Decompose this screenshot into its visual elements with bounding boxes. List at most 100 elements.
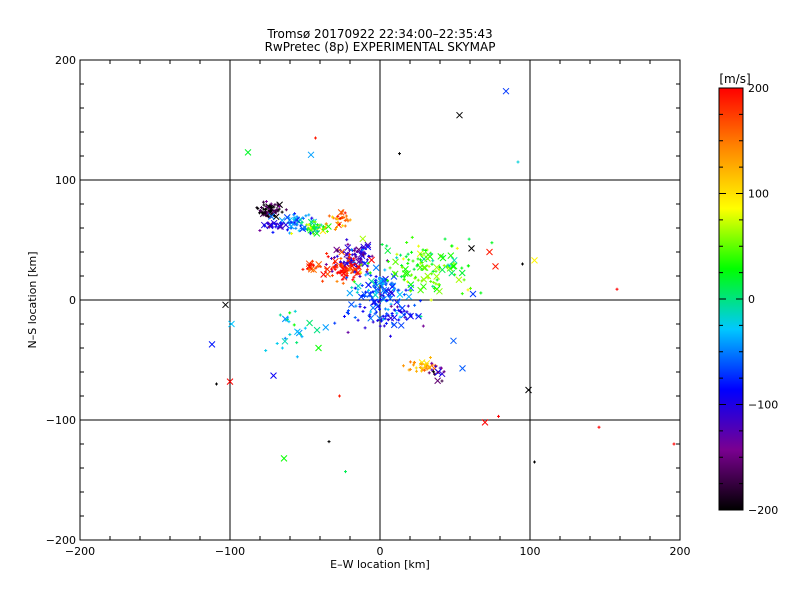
data-point-plus — [430, 262, 434, 266]
data-point-plus — [365, 258, 369, 262]
data-point-plus — [311, 263, 315, 267]
data-point-plus — [381, 297, 385, 301]
data-point-plus — [324, 225, 328, 229]
data-point-x — [424, 251, 432, 259]
data-point-plus — [406, 261, 410, 265]
data-point-plus — [315, 229, 319, 233]
data-point-plus — [346, 251, 350, 255]
data-point-x — [226, 378, 234, 385]
data-point-plus — [358, 274, 362, 278]
data-point-plus — [405, 241, 409, 245]
data-point-plus — [284, 208, 288, 212]
data-point-plus — [352, 249, 356, 253]
data-point-x — [280, 455, 288, 462]
data-point-plus — [336, 214, 340, 218]
data-point-plus — [597, 425, 601, 429]
data-point-plus — [436, 283, 440, 287]
x-tick-label: 200 — [670, 545, 691, 558]
data-point-plus — [412, 361, 416, 365]
data-point-plus — [416, 263, 420, 267]
data-point-plus — [407, 258, 411, 262]
data-point-plus — [345, 217, 349, 221]
data-point-plus — [303, 326, 307, 330]
data-point-plus — [376, 300, 380, 304]
data-point-plus — [215, 382, 218, 386]
data-point-x — [434, 377, 441, 385]
data-point-plus — [264, 349, 268, 353]
data-point-x — [469, 290, 477, 298]
data-point-plus — [301, 216, 305, 220]
data-point-plus — [431, 269, 435, 273]
data-point-x — [392, 258, 399, 266]
data-point-plus — [414, 275, 418, 279]
y-tick-label: 200 — [55, 54, 76, 67]
data-point-plus — [274, 225, 278, 229]
data-point-plus — [269, 202, 273, 206]
data-point-plus — [402, 309, 406, 313]
data-point-plus — [310, 228, 314, 232]
data-point-plus — [395, 305, 399, 309]
data-point-plus — [427, 264, 431, 268]
data-point-plus — [279, 221, 283, 225]
data-point-x — [369, 304, 377, 312]
data-point-plus — [299, 226, 303, 230]
data-point-plus — [386, 278, 390, 282]
data-point-plus — [378, 324, 382, 328]
data-point-plus — [344, 470, 347, 474]
data-point-plus — [273, 203, 277, 207]
data-point-plus — [398, 315, 402, 319]
data-point-plus — [377, 288, 381, 292]
data-point-x — [456, 111, 463, 119]
y-axis-label: N–S location [km] — [26, 251, 39, 348]
data-point-plus — [443, 237, 447, 241]
data-point-plus — [417, 244, 421, 248]
data-point-plus — [318, 223, 322, 227]
data-point-plus — [292, 213, 296, 217]
data-point-plus — [338, 394, 341, 398]
data-point-plus — [301, 267, 305, 271]
data-point-plus — [460, 292, 464, 296]
data-point-plus — [413, 303, 417, 307]
data-point-plus — [348, 252, 352, 256]
data-point-plus — [429, 298, 433, 302]
data-point-plus — [411, 259, 415, 263]
data-point-plus — [368, 314, 372, 318]
data-point-plus — [369, 310, 373, 314]
data-point-x — [323, 265, 331, 273]
data-point-plus — [354, 304, 358, 308]
data-point-plus — [264, 200, 268, 204]
data-point-plus — [307, 267, 311, 271]
data-point-x — [437, 253, 445, 260]
data-point-plus — [261, 200, 265, 204]
data-point-x — [310, 266, 318, 274]
data-point-plus — [352, 280, 356, 284]
data-point-plus — [429, 279, 433, 283]
data-point-x — [433, 264, 441, 271]
data-point-plus — [415, 369, 419, 373]
data-point-plus — [399, 275, 403, 279]
data-point-plus — [367, 288, 371, 292]
data-point-plus — [276, 209, 280, 213]
data-point-plus — [310, 216, 314, 220]
data-point-plus — [516, 160, 520, 164]
data-point-plus — [326, 255, 330, 259]
data-point-plus — [348, 268, 352, 272]
data-point-plus — [479, 291, 483, 295]
data-point-plus — [349, 258, 353, 262]
data-point-plus — [352, 275, 356, 279]
data-point-plus — [260, 211, 264, 215]
data-point-x — [294, 328, 301, 336]
data-point-x — [380, 286, 388, 294]
data-point-plus — [363, 326, 367, 330]
data-point-x — [436, 287, 443, 295]
data-point-plus — [256, 207, 260, 211]
data-point-plus — [346, 330, 350, 334]
data-point-x — [393, 298, 401, 306]
data-point-plus — [367, 294, 371, 298]
data-point-plus — [440, 379, 444, 383]
data-point-plus — [460, 266, 464, 270]
data-point-x — [407, 312, 414, 320]
data-point-plus — [397, 288, 401, 292]
data-point-plus — [368, 271, 372, 275]
